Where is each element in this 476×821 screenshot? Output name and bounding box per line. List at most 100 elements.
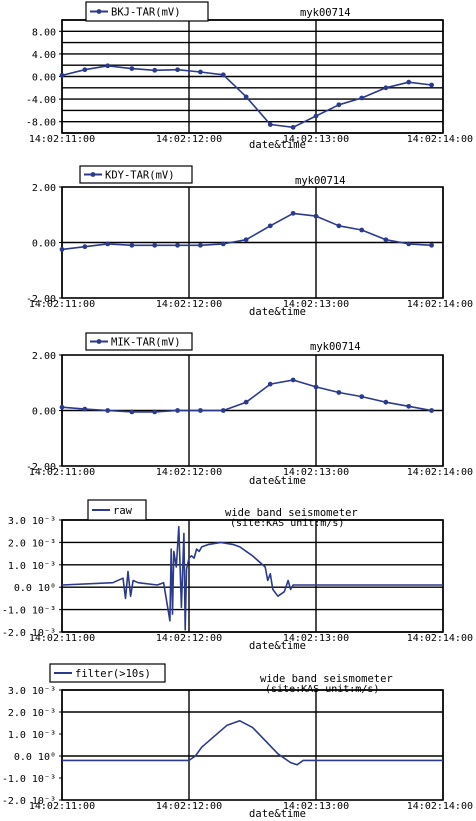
data-point bbox=[82, 244, 88, 250]
data-point bbox=[82, 406, 88, 412]
y-tick-label: 2.0 10⁻³ bbox=[8, 708, 56, 719]
data-point bbox=[243, 399, 249, 405]
data-point bbox=[406, 241, 412, 247]
x-tick-label: 14:02:13:00 bbox=[283, 134, 349, 145]
x-tick-label: 14:02:11:00 bbox=[29, 801, 95, 812]
data-point bbox=[59, 72, 65, 78]
x-tick-label: 14:02:11:00 bbox=[29, 467, 95, 478]
y-tick-label: 0.00 bbox=[32, 407, 56, 418]
data-point bbox=[198, 242, 203, 248]
chart-panel-4: 3.0 10⁻³ 2.0 10⁻³ 1.0 10⁻³ 0.0 10⁰ -1.0 10⁻³… bbox=[2, 499, 473, 652]
plot-frame bbox=[61, 519, 444, 633]
data-point bbox=[105, 408, 111, 413]
x-axis-label: date&time bbox=[249, 808, 306, 820]
x-tick-label: 14:02:12:00 bbox=[156, 299, 222, 310]
x-tick-label: 14:02:14:00 bbox=[407, 633, 473, 644]
legend-box bbox=[49, 663, 166, 683]
x-axis-label: date&time bbox=[249, 640, 306, 652]
data-point bbox=[220, 241, 226, 247]
x-axis-label: date&time bbox=[249, 139, 306, 151]
x-tick-label: 14:02:11:00 bbox=[29, 299, 95, 310]
legend-marker bbox=[96, 9, 102, 14]
station-label: myk00714 bbox=[300, 7, 351, 19]
data-point bbox=[243, 237, 249, 243]
y-tick-label: 0.0 10⁰ bbox=[14, 583, 56, 594]
legend-box bbox=[79, 165, 193, 184]
data-point bbox=[406, 403, 412, 409]
y-tick-label: 3.0 10⁻³ bbox=[8, 516, 56, 527]
x-tick-label: 14:02:13:00 bbox=[283, 633, 349, 644]
y-tick-label: -1.0 10⁻³ bbox=[2, 606, 56, 617]
x-tick-label: 14:02:12:00 bbox=[156, 134, 222, 145]
data-point bbox=[220, 408, 226, 413]
data-point bbox=[59, 247, 65, 252]
data-point bbox=[313, 384, 319, 390]
x-tick-label: 14:02:13:00 bbox=[283, 801, 349, 812]
data-point bbox=[313, 113, 319, 119]
y-tick-label: -8.00 bbox=[26, 118, 56, 129]
data-point bbox=[290, 210, 296, 216]
data-point bbox=[152, 242, 158, 248]
data-point bbox=[336, 223, 342, 229]
data-point bbox=[243, 94, 249, 100]
data-point bbox=[82, 67, 88, 73]
x-tick-label: 14:02:13:00 bbox=[283, 299, 349, 310]
y-tick-label: 0.00 bbox=[32, 73, 56, 84]
data-point bbox=[129, 242, 135, 248]
data-point bbox=[429, 408, 434, 413]
data-point bbox=[359, 227, 365, 233]
chart-title: wide band seismometer bbox=[225, 507, 358, 519]
legend-box bbox=[87, 499, 147, 521]
data-point bbox=[105, 63, 111, 69]
legend-label: BKJ-TAR(mV) bbox=[111, 7, 181, 19]
data-point bbox=[59, 404, 65, 410]
x-tick-label: 14:02:11:00 bbox=[29, 633, 95, 644]
y-tick-label: 2.00 bbox=[32, 183, 56, 194]
data-point bbox=[220, 72, 226, 78]
x-tick-label: 14:02:14:00 bbox=[407, 801, 473, 812]
data-point bbox=[429, 242, 434, 248]
y-tick-label: -2.0 10⁻³ bbox=[2, 628, 56, 639]
series-line bbox=[62, 719, 443, 766]
legend-label: KDY-TAR(mV) bbox=[105, 170, 175, 182]
legend-marker bbox=[96, 339, 102, 344]
data-point bbox=[129, 409, 135, 415]
chart-panel-1: 8.00 4.00 0.00 -4.00 -8.00 14:02:11:00 14:02:1… bbox=[26, 1, 473, 151]
y-tick-label: -4.00 bbox=[26, 95, 56, 106]
legend-marker bbox=[90, 172, 96, 177]
data-point bbox=[383, 237, 389, 243]
legend-box bbox=[85, 1, 209, 22]
y-tick-label: 4.00 bbox=[32, 50, 56, 61]
data-point bbox=[267, 122, 273, 127]
data-point bbox=[336, 390, 342, 395]
y-tick-label: 2.00 bbox=[32, 351, 56, 362]
y-tick-label: -1.0 10⁻³ bbox=[2, 774, 56, 785]
data-point bbox=[175, 408, 180, 413]
chart-title: wide band seismometer bbox=[260, 673, 393, 685]
data-point bbox=[267, 223, 273, 229]
y-tick-label: -2.0 10⁻³ bbox=[2, 796, 56, 807]
y-tick-label: -2.00 bbox=[26, 462, 56, 473]
chart-subtitle: (site:KAS unit:m/s) bbox=[265, 684, 379, 695]
series-line bbox=[61, 379, 432, 413]
data-point bbox=[383, 399, 389, 405]
data-point bbox=[175, 67, 180, 73]
x-axis-label: date&time bbox=[249, 475, 306, 487]
y-tick-label: 1.0 10⁻³ bbox=[8, 561, 56, 572]
data-point bbox=[359, 95, 365, 101]
data-point bbox=[175, 242, 180, 248]
y-tick-label: 3.0 10⁻³ bbox=[8, 686, 56, 697]
data-point bbox=[336, 102, 342, 108]
data-point bbox=[152, 67, 158, 73]
data-point bbox=[152, 409, 158, 415]
series-line bbox=[61, 525, 443, 631]
data-point bbox=[198, 69, 203, 75]
legend-box bbox=[85, 332, 193, 351]
y-tick-label: 0.00 bbox=[32, 239, 56, 250]
x-tick-label: 14:02:12:00 bbox=[156, 801, 222, 812]
x-tick-label: 14:02:14:00 bbox=[407, 299, 473, 310]
x-tick-label: 14:02:14:00 bbox=[407, 467, 473, 478]
data-point bbox=[429, 82, 434, 88]
